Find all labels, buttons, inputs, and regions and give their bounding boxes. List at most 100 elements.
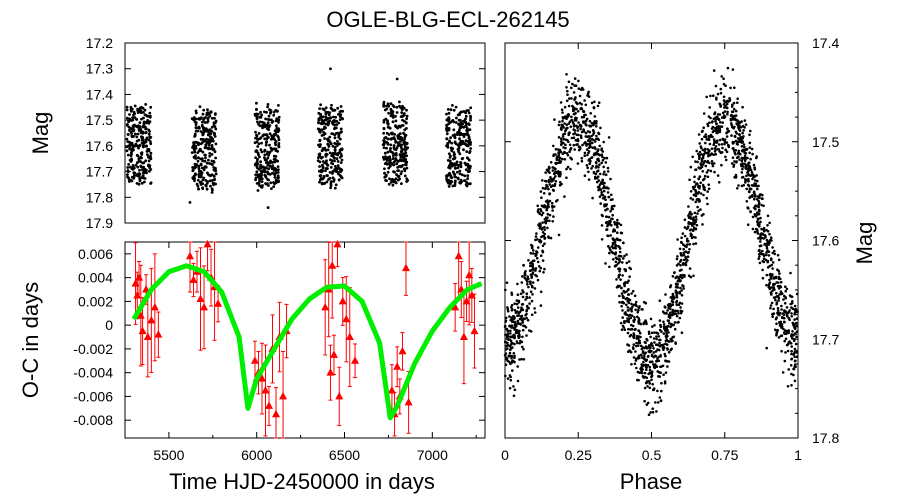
light-curve-point: [206, 171, 209, 175]
phase-point: [520, 357, 523, 361]
phase-point: [711, 135, 714, 139]
phase-point: [506, 377, 510, 380]
light-curve-point: [400, 182, 403, 186]
phase-point: [752, 190, 756, 193]
phase-point: [513, 317, 516, 320]
light-curve-point: [456, 113, 460, 117]
phase-point: [716, 92, 720, 96]
phase-point: [539, 290, 543, 294]
phase-point: [754, 204, 758, 208]
light-curve-point: [259, 166, 263, 170]
light-curve-point: [383, 104, 386, 108]
phase-x-tick-label: 1: [794, 447, 802, 463]
phase-y-tick-label: 17.7: [812, 331, 839, 347]
light-curve-point: [206, 141, 210, 145]
phase-point: [509, 332, 512, 335]
phase-point: [687, 214, 690, 217]
phase-point: [707, 115, 711, 118]
phase-point: [655, 335, 658, 338]
phase-point: [749, 210, 752, 213]
light-curve-point: [192, 146, 196, 150]
phase-point: [543, 242, 546, 245]
phase-point: [593, 100, 596, 104]
phase-point: [646, 338, 649, 342]
phase-point: [677, 303, 681, 307]
light-curve-point: [331, 109, 335, 112]
o-c-point: [138, 326, 147, 335]
phase-point: [671, 275, 675, 278]
phase-point: [766, 230, 770, 233]
light-curve-point: [334, 169, 337, 173]
light-curve-point: [454, 175, 457, 179]
light-curve-point: [328, 171, 332, 174]
phase-point: [672, 312, 676, 316]
phase-point: [766, 214, 770, 218]
phase-point: [547, 168, 550, 171]
phase-point: [794, 342, 798, 346]
phase-point: [533, 307, 536, 310]
phase-point: [566, 165, 570, 169]
phase-point: [531, 272, 534, 276]
light-curve-point: [327, 113, 331, 117]
phase-point: [652, 365, 656, 369]
phase-point: [701, 223, 704, 226]
light-curve-point: [136, 154, 140, 158]
phase-point: [791, 307, 795, 311]
phase-point: [765, 238, 769, 242]
phase-point: [522, 358, 526, 361]
phase-point: [787, 368, 790, 371]
light-curve-point: [255, 164, 259, 168]
phase-point: [678, 247, 682, 251]
phase-point: [540, 196, 543, 199]
phase-point: [626, 299, 629, 303]
phase-point: [792, 339, 796, 343]
light-curve-point: [199, 162, 203, 166]
light-curve-point: [328, 119, 331, 123]
phase-point: [675, 299, 679, 303]
phase-point: [687, 205, 690, 208]
phase-point: [751, 184, 755, 187]
phase-point: [559, 101, 563, 104]
phase-point: [759, 216, 762, 220]
phase-point: [626, 331, 630, 335]
light-curve-point: [326, 163, 329, 167]
phase-point: [785, 343, 789, 347]
light-curve-point: [128, 113, 131, 116]
o-c-fit-curve: [131, 263, 483, 421]
phase-point: [516, 306, 520, 309]
phase-point: [748, 146, 752, 149]
light-curve-point: [403, 174, 407, 178]
phase-point: [597, 131, 600, 135]
phase-point: [554, 161, 557, 165]
light-curve-point: [318, 139, 322, 143]
phase-point: [683, 226, 687, 229]
phase-point: [668, 316, 672, 320]
phase-point: [584, 122, 587, 126]
light-curve-point: [329, 186, 332, 190]
phase-point: [745, 167, 748, 171]
phase-point: [641, 346, 645, 349]
phase-point: [613, 204, 616, 208]
light-curve-point: [336, 160, 340, 163]
light-curve-point: [464, 114, 468, 118]
phase-point: [708, 106, 711, 109]
phase-point: [789, 364, 793, 367]
phase-point: [552, 189, 555, 192]
phase-point: [767, 285, 771, 289]
phase-point: [600, 161, 603, 165]
light-curve-point: [395, 105, 399, 109]
phase-point: [541, 259, 545, 262]
phase-point: [570, 115, 573, 119]
light-curve-point: [143, 125, 147, 129]
phase-point: [772, 296, 776, 299]
light-curve-point: [208, 128, 212, 132]
phase-point: [639, 344, 643, 348]
light-curve-point: [324, 106, 328, 110]
o-c-x-tick-label: 6000: [241, 447, 272, 463]
phase-point: [675, 296, 679, 299]
phase-point: [572, 122, 576, 126]
light-curve-point: [143, 108, 147, 112]
light-curve-point: [127, 176, 130, 180]
light-curve-point: [201, 157, 204, 161]
light-curve-point: [336, 139, 339, 143]
